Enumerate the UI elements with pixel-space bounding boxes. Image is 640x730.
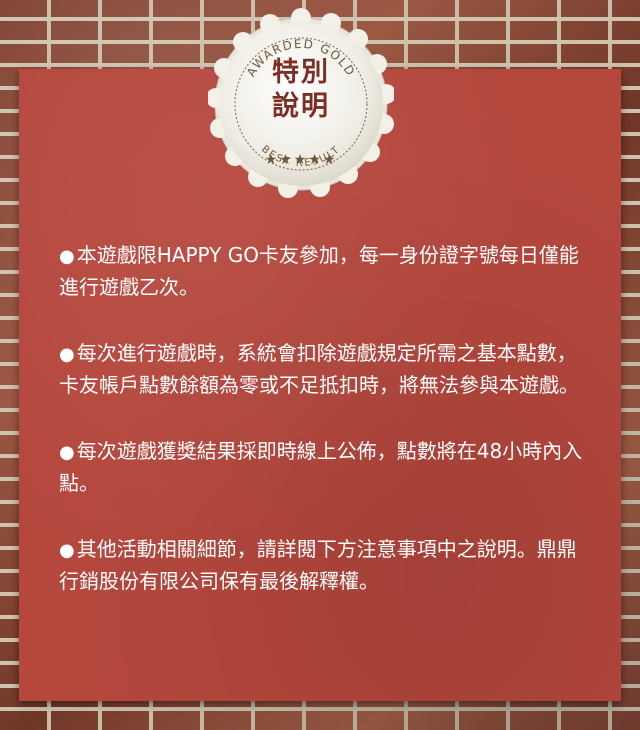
award-badge: AWARDED GOLD BEST RESULT ★★★★★ 特別 說明 (208, 6, 394, 202)
badge-title-line-1: 特別 (272, 57, 330, 88)
bullet-icon: ● (59, 442, 75, 463)
note-text: 本遊戲限HAPPY GO卡友參加，每一身份證字號每日僅能進行遊戲乙次。 (59, 243, 579, 299)
badge-seal-graphic: AWARDED GOLD BEST RESULT ★★★★★ (208, 8, 394, 198)
badge-title: 特別 說明 (208, 56, 394, 124)
notes-list: ● 本遊戲限HAPPY GO卡友參加，每一身份證字號每日僅能進行遊戲乙次。 ● 每次… (59, 240, 589, 632)
note-item: ● 每次進行遊戲時，系統會扣除遊戲規定所需之基本點數，卡友帳戶點數餘額為零或不足抵… (59, 338, 589, 400)
bullet-icon: ● (59, 344, 75, 365)
note-item: ● 本遊戲限HAPPY GO卡友參加，每一身份證字號每日僅能進行遊戲乙次。 (59, 240, 589, 302)
badge-stars-icon: ★★★★★ (265, 152, 338, 168)
note-item: ● 其他活動相關細節，請詳閱下方注意事項中之說明。鼎鼎行銷股份有限公司保有最後解釋… (59, 534, 589, 596)
bullet-icon: ● (59, 246, 75, 267)
note-text: 每次進行遊戲時，系統會扣除遊戲規定所需之基本點數，卡友帳戶點數餘額為零或不足抵扣… (59, 341, 579, 397)
badge-title-line-2: 說明 (272, 91, 330, 122)
note-text: 其他活動相關細節，請詳閱下方注意事項中之說明。鼎鼎行銷股份有限公司保有最後解釋權… (59, 537, 577, 593)
note-text: 每次遊戲獲獎結果採即時線上公佈，點數將在48小時內入點。 (59, 439, 583, 495)
bullet-icon: ● (59, 540, 75, 561)
note-item: ● 每次遊戲獲獎結果採即時線上公佈，點數將在48小時內入點。 (59, 436, 589, 498)
